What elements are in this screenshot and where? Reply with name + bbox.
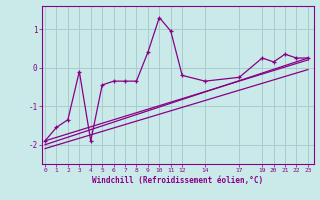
X-axis label: Windchill (Refroidissement éolien,°C): Windchill (Refroidissement éolien,°C): [92, 176, 263, 185]
